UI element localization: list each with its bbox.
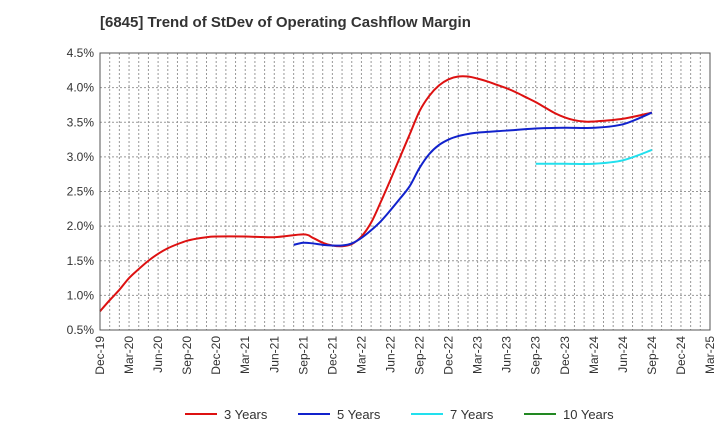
- y-axis-ticks: 0.5% 1.0% 1.5% 2.0% 2.5% 3.0% 3.5% 4.0% 4.5%: [67, 46, 95, 337]
- x-tick-label: Sep-21: [296, 336, 310, 375]
- chart-title: [6845] Trend of StDev of Operating Cashf…: [100, 14, 471, 31]
- x-tick-label: Dec-20: [209, 336, 223, 375]
- y-tick-label: 2.0%: [67, 219, 95, 233]
- x-tick-label: Sep-20: [180, 336, 194, 375]
- x-tick-label: Mar-20: [122, 336, 136, 374]
- series-line-2: [293, 111, 653, 247]
- legend-item: 10 Years: [524, 407, 614, 422]
- series-line-3: [535, 149, 653, 166]
- legend-label: 10 Years: [563, 407, 614, 422]
- y-tick-label: 4.0%: [67, 81, 95, 95]
- legend-item: 3 Years: [185, 407, 268, 422]
- x-tick-label: Dec-19: [93, 336, 107, 375]
- y-tick-label: 4.5%: [67, 46, 95, 60]
- x-tick-label: Dec-24: [674, 336, 688, 375]
- x-tick-label: Mar-23: [471, 336, 485, 374]
- series-line-1: [99, 75, 653, 312]
- x-tick-label: Jun-22: [383, 336, 397, 373]
- x-tick-label: Mar-24: [587, 336, 601, 374]
- legend-label: 3 Years: [224, 407, 268, 422]
- y-tick-label: 3.0%: [67, 150, 95, 164]
- x-tick-label: Jun-23: [500, 336, 514, 373]
- y-tick-label: 1.0%: [67, 288, 95, 302]
- series-layer: [99, 75, 653, 312]
- legend-item: 5 Years: [298, 407, 381, 422]
- x-tick-label: Jun-24: [616, 336, 630, 373]
- y-tick-label: 1.5%: [67, 254, 95, 268]
- x-tick-label: Jun-20: [151, 336, 165, 373]
- x-tick-label: Sep-24: [645, 336, 659, 375]
- x-tick-label: Jun-21: [267, 336, 281, 373]
- x-tick-label: Mar-22: [354, 336, 368, 374]
- legend-item: 7 Years: [411, 407, 494, 422]
- x-tick-label: Dec-21: [325, 336, 339, 375]
- x-tick-label: Sep-23: [529, 336, 543, 375]
- x-tick-label: Sep-22: [413, 336, 427, 375]
- plot-frame: [99, 52, 711, 331]
- legend-label: 7 Years: [450, 407, 494, 422]
- legend-label: 5 Years: [337, 407, 381, 422]
- x-tick-label: Dec-22: [442, 336, 456, 375]
- x-axis-ticks: Dec-19 Mar-20 Jun-20 Sep-20 Dec-20 Mar-21 Jun-…: [93, 336, 717, 375]
- legend: 3 Years 5 Years 7 Years 10 Years: [185, 407, 614, 422]
- y-tick-label: 0.5%: [67, 323, 95, 337]
- y-tick-label: 2.5%: [67, 185, 95, 199]
- x-tick-label: Mar-21: [238, 336, 252, 374]
- x-tick-label: Mar-25: [703, 336, 717, 374]
- y-tick-label: 3.5%: [67, 115, 95, 129]
- x-tick-label: Dec-23: [558, 336, 572, 375]
